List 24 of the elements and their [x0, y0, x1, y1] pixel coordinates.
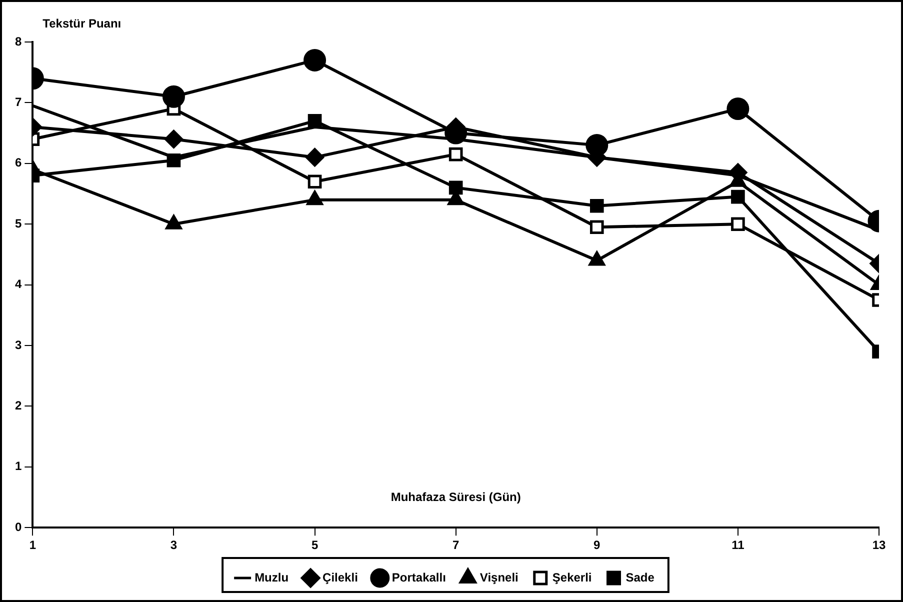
x-axis-title: Muhafaza Süresi (Gün) — [390, 490, 521, 504]
x-tick-label: 7 — [452, 538, 460, 552]
legend-label: Vişneli — [480, 570, 518, 584]
y-tick-label: 6 — [14, 156, 22, 170]
y-axis-title: Tekstür Puanı — [42, 16, 122, 30]
y-tick-label: 8 — [14, 34, 22, 48]
legend-label: Muzlu — [254, 570, 289, 584]
y-tick-label: 1 — [14, 459, 22, 474]
legend-label: Şekerli — [552, 570, 592, 584]
y-tick-label: 7 — [14, 95, 22, 110]
y-tick-label: 0 — [14, 520, 22, 534]
y-tick-label: 4 — [14, 277, 22, 292]
x-tick-label: 1 — [29, 538, 36, 552]
x-tick-label: 5 — [311, 538, 318, 552]
x-tick-label: 11 — [732, 538, 745, 552]
x-tick-label: 9 — [594, 538, 601, 552]
legend-label: Portakallı — [392, 570, 446, 584]
x-tick-label: 13 — [872, 538, 886, 552]
x-tick-label: 3 — [170, 538, 178, 552]
legend-label: Çilekli — [322, 570, 358, 584]
y-tick-label: 3 — [14, 338, 22, 352]
y-tick-label: 5 — [14, 216, 22, 230]
legend-label: Sade — [626, 570, 655, 584]
y-tick-label: 2 — [14, 398, 22, 413]
